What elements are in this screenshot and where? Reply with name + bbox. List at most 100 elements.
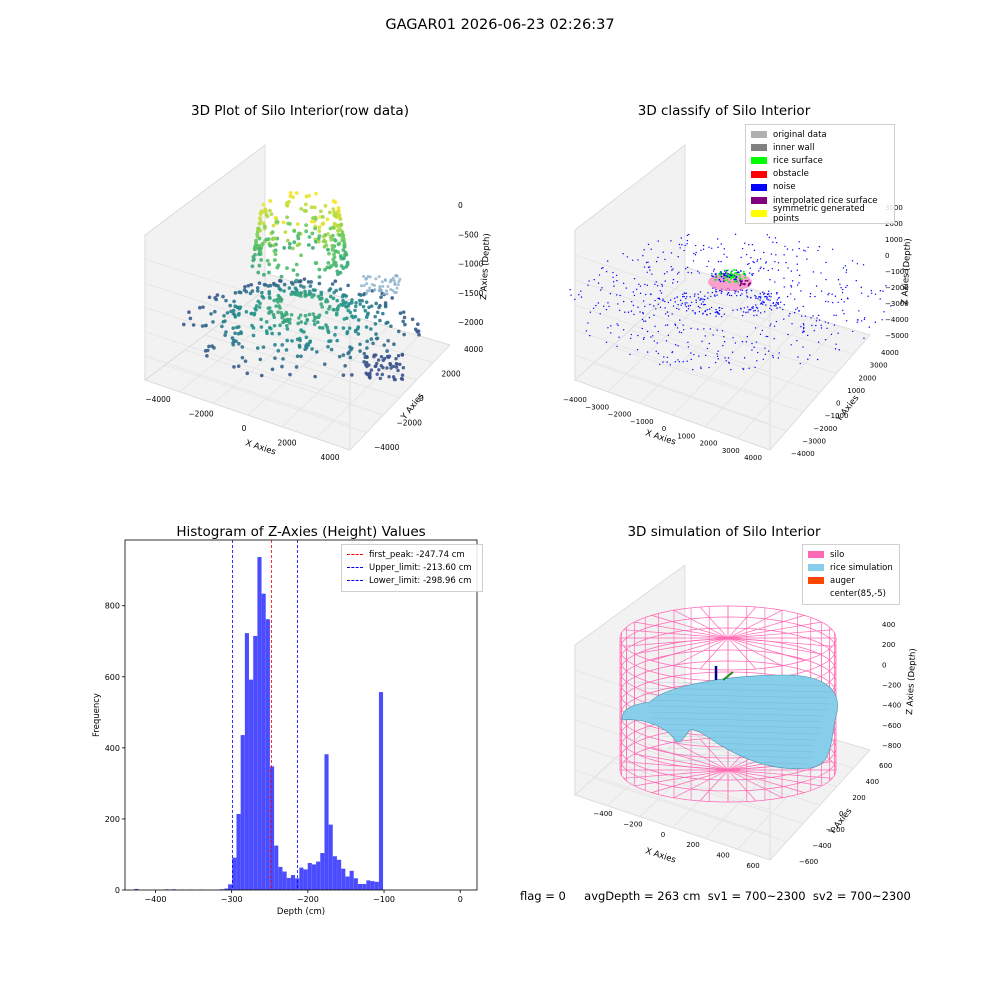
noise-point — [642, 300, 645, 302]
noise-point — [719, 290, 721, 292]
noise-point — [783, 286, 785, 288]
noise-point — [725, 360, 727, 362]
data-point — [322, 362, 327, 366]
noise-point — [825, 278, 827, 281]
data-point — [377, 368, 381, 372]
data-point — [255, 346, 260, 350]
data-point — [259, 373, 264, 378]
noise-point — [867, 295, 869, 297]
noise-point — [753, 346, 755, 348]
data-point — [387, 375, 391, 379]
data-point — [393, 291, 397, 295]
noise-point — [646, 351, 649, 353]
noise-point — [815, 285, 818, 287]
noise-point — [674, 323, 676, 325]
axis-tick-label: 0 — [661, 831, 665, 839]
data-point — [270, 230, 275, 235]
noise-point — [790, 344, 792, 346]
noise-point — [718, 309, 721, 312]
noise-point — [717, 313, 719, 315]
axis-tick-label: −1000 — [825, 412, 849, 420]
noise-point — [856, 321, 859, 323]
data-point — [317, 275, 322, 279]
data-point — [364, 363, 368, 367]
noise-point — [833, 324, 836, 326]
noise-point — [632, 259, 634, 262]
data-point — [392, 342, 396, 347]
noise-point — [841, 291, 844, 294]
data-point — [273, 252, 278, 257]
data-point — [310, 246, 315, 250]
noise-point — [615, 274, 618, 277]
silo-roof-spoke — [651, 637, 729, 661]
data-point — [228, 303, 233, 308]
noise-point — [765, 262, 767, 264]
noise-point — [630, 337, 632, 340]
data-point — [344, 252, 349, 257]
rice-surface-point — [736, 271, 739, 274]
data-point — [253, 247, 257, 252]
histogram-ylabel: Frequency — [92, 693, 102, 737]
noise-point — [759, 267, 761, 270]
silo-floor-spoke — [699, 738, 729, 771]
noise-point — [746, 296, 749, 298]
data-point — [229, 309, 233, 314]
noise-point — [681, 302, 683, 305]
data-point — [313, 315, 317, 319]
legend-swatch — [808, 551, 824, 559]
rice-surface-point — [739, 277, 741, 280]
data-point — [385, 292, 389, 296]
noise-point — [732, 337, 734, 339]
data-point — [233, 291, 238, 295]
histogram-xlabel: Depth (cm) — [277, 907, 325, 917]
metrics-text: avgDepth = 263 cm sv1 = 700~2300 sv2 = 7… — [584, 889, 911, 903]
data-point — [306, 243, 311, 247]
axis-tick-label: 600 — [746, 862, 759, 870]
data-point — [250, 264, 255, 269]
noise-point — [775, 305, 777, 307]
histogram-bar — [257, 557, 262, 890]
rice-surface-point — [744, 273, 747, 276]
noise-point — [807, 358, 809, 360]
data-point — [273, 343, 277, 347]
data-point — [255, 286, 260, 290]
noise-point — [774, 281, 776, 283]
noise-point — [702, 244, 705, 247]
noise-point — [770, 296, 772, 298]
noise-point — [659, 306, 662, 309]
noise-point — [769, 279, 771, 281]
data-point — [336, 242, 341, 247]
data-point — [254, 308, 258, 312]
noise-point — [826, 327, 828, 330]
noise-point — [804, 250, 806, 252]
data-point — [265, 258, 270, 263]
noise-point — [676, 273, 679, 275]
noise-point — [842, 288, 844, 291]
panel4-zlabel: Z Axies (Depth) — [905, 648, 918, 715]
noise-point — [657, 297, 659, 300]
noise-point — [753, 249, 756, 252]
noise-point — [597, 282, 600, 284]
noise-point — [790, 284, 792, 287]
noise-point — [686, 243, 688, 245]
noise-point — [626, 256, 629, 258]
data-point — [326, 247, 330, 252]
noise-point — [775, 254, 777, 256]
noise-point — [795, 308, 797, 311]
data-point — [391, 364, 396, 369]
mesh-line — [634, 681, 836, 687]
data-point — [333, 333, 337, 337]
noise-point — [649, 293, 652, 295]
noise-point — [767, 290, 770, 293]
data-point — [249, 311, 254, 316]
data-point — [353, 328, 358, 333]
data-point — [362, 351, 367, 356]
data-point — [400, 373, 405, 377]
data-point — [321, 221, 326, 226]
data-point — [313, 239, 318, 244]
noise-point — [639, 285, 642, 287]
data-point — [271, 243, 276, 248]
noise-point — [723, 340, 726, 343]
data-point — [261, 296, 266, 300]
rice-surface-point — [722, 277, 725, 280]
